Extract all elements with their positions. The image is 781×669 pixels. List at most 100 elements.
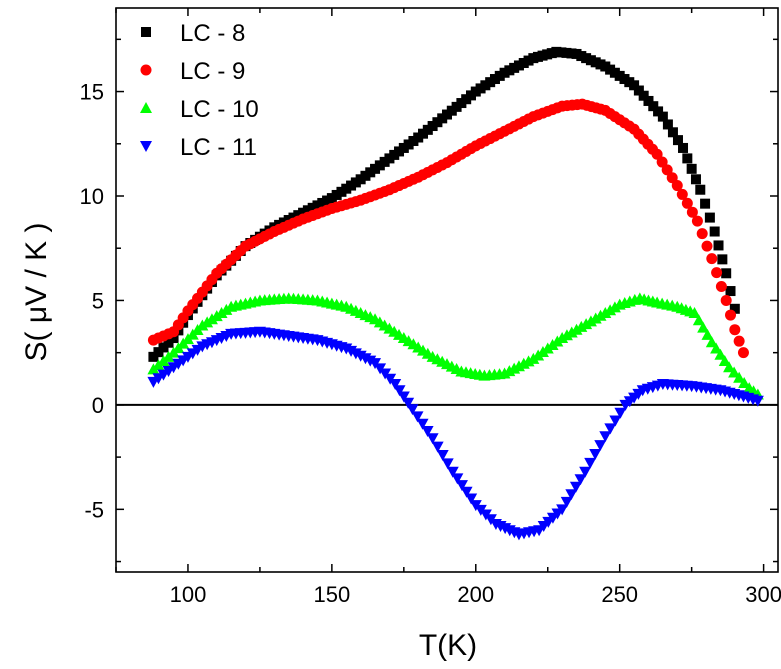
data-point <box>662 119 673 130</box>
data-point <box>705 336 718 348</box>
data-point <box>720 294 732 306</box>
data-point <box>651 148 663 160</box>
data-point <box>686 163 697 174</box>
x-tick-label: 100 <box>170 582 207 607</box>
data-point <box>574 474 587 486</box>
data-point <box>426 433 439 445</box>
x-tick-label: 250 <box>601 582 638 607</box>
data-point <box>672 135 683 146</box>
data-point <box>691 215 703 227</box>
data-point <box>733 371 746 383</box>
data-point <box>201 316 214 328</box>
data-point <box>569 481 582 493</box>
data-point <box>710 342 723 354</box>
x-axis-title: T(K) <box>419 629 477 662</box>
data-point <box>715 281 727 293</box>
data-point <box>688 306 701 318</box>
data-point <box>729 324 741 336</box>
legend-marker <box>141 27 151 37</box>
data-point <box>653 106 664 117</box>
data-point <box>465 493 478 505</box>
data-point <box>205 313 218 325</box>
legend-label: LC - 8 <box>180 20 245 47</box>
legend-entry: LC - 11 <box>140 134 257 161</box>
data-point <box>711 267 723 279</box>
data-point <box>556 47 567 58</box>
data-point <box>168 333 179 344</box>
data-point <box>614 407 627 419</box>
data-point <box>608 301 621 313</box>
data-point <box>713 240 724 251</box>
data-point <box>690 174 701 185</box>
data-point <box>436 450 449 462</box>
series-layer <box>147 46 764 541</box>
data-point <box>560 329 573 341</box>
data-point <box>666 172 678 184</box>
plot-frame <box>115 7 779 573</box>
data-point <box>709 226 720 237</box>
data-point <box>451 473 464 485</box>
data-point <box>609 415 622 427</box>
legend-entry: LC - 9 <box>140 58 245 85</box>
y-tick-label: 0 <box>92 393 104 418</box>
data-point <box>580 318 593 330</box>
data-point <box>560 496 573 508</box>
data-point <box>643 95 654 106</box>
data-point <box>556 504 569 516</box>
legend-marker <box>140 141 152 152</box>
data-point <box>416 418 429 430</box>
data-point <box>589 312 602 324</box>
data-point <box>584 315 597 327</box>
axes-layer <box>115 7 779 573</box>
data-point <box>565 489 578 501</box>
data-point <box>725 286 736 297</box>
x-tick-label: 300 <box>745 582 781 607</box>
data-point <box>196 319 209 331</box>
data-point <box>556 332 569 344</box>
data-point <box>148 351 159 362</box>
series-1 <box>148 46 740 362</box>
y-tick-label: 5 <box>92 288 104 313</box>
legend-label: LC - 11 <box>180 134 257 161</box>
data-point <box>441 458 454 470</box>
data-point <box>402 397 415 409</box>
data-point <box>697 321 710 333</box>
ticks-layer: 100 150 200 250 300 -5 0 5 10 15 <box>80 8 781 607</box>
data-point <box>717 254 728 265</box>
data-point <box>723 361 736 373</box>
legend-marker <box>140 64 152 76</box>
legend-marker <box>140 102 152 113</box>
data-point <box>638 90 649 101</box>
data-point <box>215 306 228 318</box>
legend: LC - 8 LC - 9 LC - 10 LC - 11 <box>140 20 259 161</box>
data-point <box>718 355 731 367</box>
legend-label: LC - 9 <box>180 58 245 85</box>
data-point <box>584 457 597 469</box>
data-point <box>551 46 562 57</box>
data-point <box>389 379 402 390</box>
data-point <box>733 335 745 347</box>
data-point <box>599 431 612 443</box>
series-2 <box>147 98 749 359</box>
data-point <box>714 348 727 360</box>
data-point <box>682 153 693 164</box>
data-point <box>728 366 741 378</box>
data-point <box>701 328 714 340</box>
data-point <box>163 337 174 348</box>
data-point <box>421 426 434 437</box>
data-point <box>604 423 617 435</box>
x-tick-label: 150 <box>314 582 351 607</box>
data-point <box>594 440 607 452</box>
data-point <box>725 309 737 321</box>
x-tick-label: 200 <box>457 582 494 607</box>
data-point <box>397 391 410 403</box>
data-point <box>561 47 572 58</box>
y-tick-label: -5 <box>84 497 104 522</box>
data-point <box>158 342 169 353</box>
data-point <box>431 441 444 453</box>
data-point <box>455 480 468 492</box>
data-point <box>446 466 459 478</box>
data-point <box>406 404 419 416</box>
data-point <box>633 85 644 96</box>
